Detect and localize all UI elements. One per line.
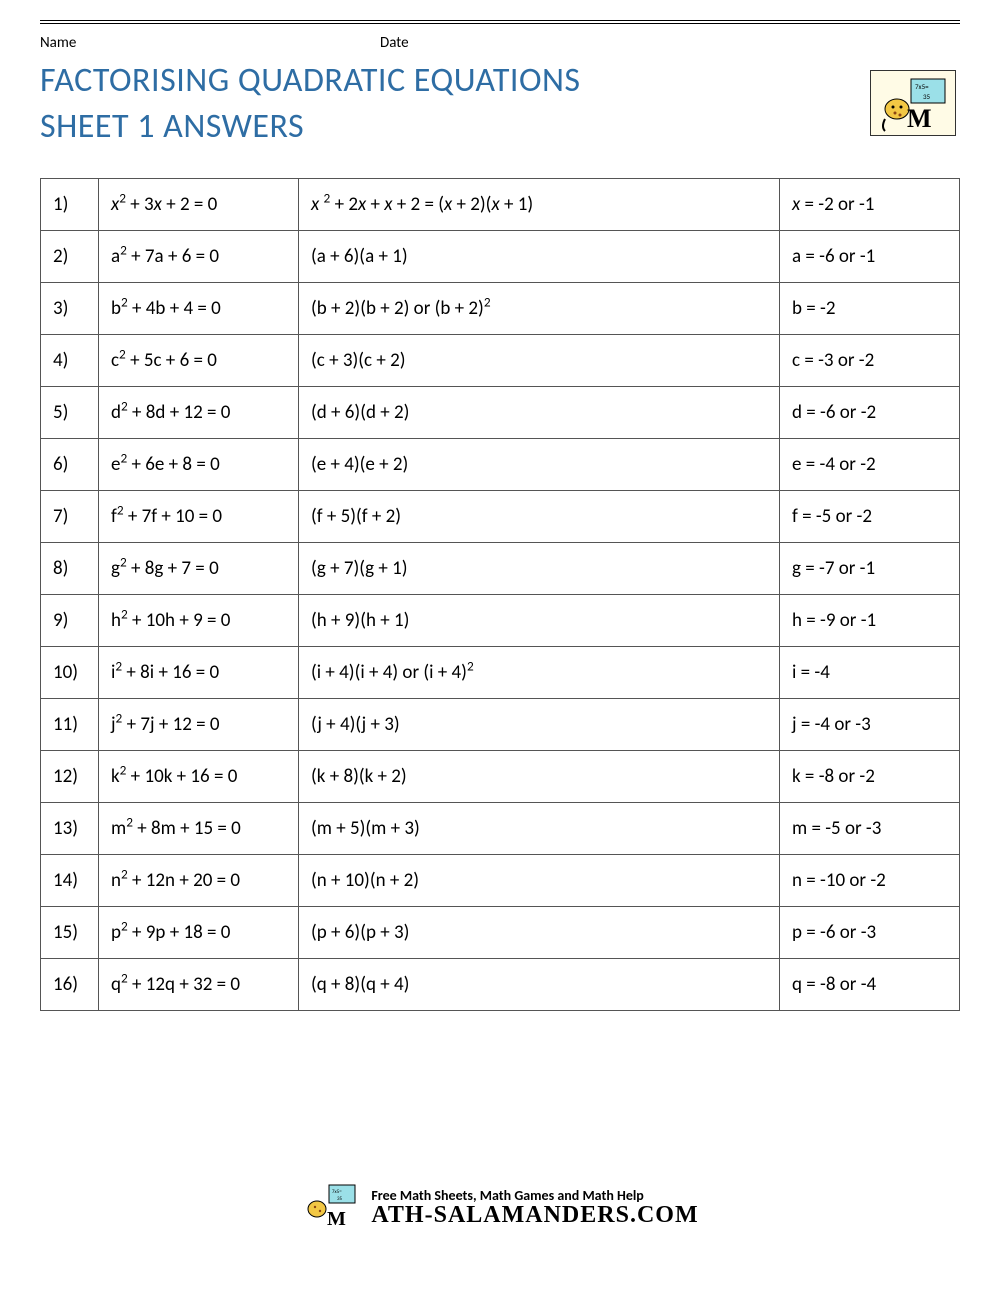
factorisation-cell: x 2 + 2x + x + 2 = (x + 2)(x + 1) (299, 178, 780, 230)
factorisation-cell: (f + 5)(f + 2) (299, 490, 780, 542)
table-row: 13)m2 + 8m + 15 = 0(m + 5)(m + 3)m = -5 … (41, 802, 960, 854)
table-row: 6)e2 + 6e + 8 = 0(e + 4)(e + 2)e = -4 or… (41, 438, 960, 490)
equation-cell: i2 + 8i + 16 = 0 (99, 646, 299, 698)
solution-cell: i = -4 (780, 646, 960, 698)
row-number: 10) (41, 646, 99, 698)
row-number: 12) (41, 750, 99, 802)
row-number: 7) (41, 490, 99, 542)
solution-cell: b = -2 (780, 282, 960, 334)
svg-text:35: 35 (337, 1196, 343, 1202)
table-row: 3)b2 + 4b + 4 = 0(b + 2)(b + 2) or (b + … (41, 282, 960, 334)
answers-table: 1)x2 + 3x + 2 = 0x 2 + 2x + x + 2 = (x +… (40, 178, 960, 1011)
solution-cell: n = -10 or -2 (780, 854, 960, 906)
title-line-1: FACTORISING QUADRATIC EQUATIONS (40, 60, 581, 101)
factorisation-cell: (g + 7)(g + 1) (299, 542, 780, 594)
name-label: Name (40, 34, 380, 52)
equation-cell: x2 + 3x + 2 = 0 (99, 178, 299, 230)
factorisation-cell: (c + 3)(c + 2) (299, 334, 780, 386)
equation-cell: d2 + 8d + 12 = 0 (99, 386, 299, 438)
equation-cell: f2 + 7f + 10 = 0 (99, 490, 299, 542)
factorisation-cell: (n + 10)(n + 2) (299, 854, 780, 906)
header-fields: Name Date (40, 34, 960, 52)
row-number: 4) (41, 334, 99, 386)
solution-cell: x = -2 or -1 (780, 178, 960, 230)
equation-cell: a2 + 7a + 6 = 0 (99, 230, 299, 282)
factorisation-cell: (j + 4)(j + 3) (299, 698, 780, 750)
factorisation-cell: (i + 4)(i + 4) or (i + 4)2 (299, 646, 780, 698)
table-row: 8)g2 + 8g + 7 = 0(g + 7)(g + 1)g = -7 or… (41, 542, 960, 594)
table-row: 7)f2 + 7f + 10 = 0(f + 5)(f + 2)f = -5 o… (41, 490, 960, 542)
footer-logo-icon: 7x5= 35 M (301, 1181, 361, 1236)
table-row: 1)x2 + 3x + 2 = 0x 2 + 2x + x + 2 = (x +… (41, 178, 960, 230)
table-row: 12)k2 + 10k + 16 = 0(k + 8)(k + 2)k = -8… (41, 750, 960, 802)
factorisation-cell: (p + 6)(p + 3) (299, 906, 780, 958)
table-row: 11)j2 + 7j + 12 = 0(j + 4)(j + 3)j = -4 … (41, 698, 960, 750)
row-number: 11) (41, 698, 99, 750)
page-footer: 7x5= 35 M Free Math Sheets, Math Games a… (40, 1181, 960, 1236)
top-rule (40, 20, 960, 24)
svg-text:7x5=: 7x5= (915, 82, 929, 91)
factorisation-cell: (h + 9)(h + 1) (299, 594, 780, 646)
equation-cell: c2 + 5c + 6 = 0 (99, 334, 299, 386)
equation-cell: j2 + 7j + 12 = 0 (99, 698, 299, 750)
equation-cell: m2 + 8m + 15 = 0 (99, 802, 299, 854)
factorisation-cell: (m + 5)(m + 3) (299, 802, 780, 854)
factorisation-cell: (k + 8)(k + 2) (299, 750, 780, 802)
row-number: 15) (41, 906, 99, 958)
factorisation-cell: (e + 4)(e + 2) (299, 438, 780, 490)
equation-cell: n2 + 12n + 20 = 0 (99, 854, 299, 906)
row-number: 3) (41, 282, 99, 334)
solution-cell: m = -5 or -3 (780, 802, 960, 854)
svg-text:7x5=: 7x5= (332, 1189, 342, 1195)
solution-cell: h = -9 or -1 (780, 594, 960, 646)
solution-cell: q = -8 or -4 (780, 958, 960, 1010)
equation-cell: e2 + 6e + 8 = 0 (99, 438, 299, 490)
table-row: 9)h2 + 10h + 9 = 0(h + 9)(h + 1)h = -9 o… (41, 594, 960, 646)
solution-cell: k = -8 or -2 (780, 750, 960, 802)
solution-cell: c = -3 or -2 (780, 334, 960, 386)
solution-cell: d = -6 or -2 (780, 386, 960, 438)
worksheet-page: Name Date 7x5= 35 M FACTORISING QUADRATI… (0, 0, 1000, 1276)
brand-logo-icon: 7x5= 35 M (870, 70, 956, 136)
equation-cell: g2 + 8g + 7 = 0 (99, 542, 299, 594)
equation-cell: h2 + 10h + 9 = 0 (99, 594, 299, 646)
row-number: 13) (41, 802, 99, 854)
factorisation-cell: (b + 2)(b + 2) or (b + 2)2 (299, 282, 780, 334)
table-row: 16)q2 + 12q + 32 = 0(q + 8)(q + 4)q = -8… (41, 958, 960, 1010)
factorisation-cell: (q + 8)(q + 4) (299, 958, 780, 1010)
row-number: 16) (41, 958, 99, 1010)
row-number: 9) (41, 594, 99, 646)
equation-cell: p2 + 9p + 18 = 0 (99, 906, 299, 958)
title-line-2: SHEET 1 ANSWERS (40, 106, 304, 147)
svg-text:35: 35 (923, 92, 931, 101)
row-number: 1) (41, 178, 99, 230)
solution-cell: a = -6 or -1 (780, 230, 960, 282)
row-number: 14) (41, 854, 99, 906)
table-row: 15)p2 + 9p + 18 = 0(p + 6)(p + 3)p = -6 … (41, 906, 960, 958)
equation-cell: q2 + 12q + 32 = 0 (99, 958, 299, 1010)
row-number: 5) (41, 386, 99, 438)
table-row: 4)c2 + 5c + 6 = 0(c + 3)(c + 2)c = -3 or… (41, 334, 960, 386)
svg-text:M: M (327, 1208, 346, 1230)
table-row: 2)a2 + 7a + 6 = 0(a + 6)(a + 1)a = -6 or… (41, 230, 960, 282)
solution-cell: e = -4 or -2 (780, 438, 960, 490)
factorisation-cell: (d + 6)(d + 2) (299, 386, 780, 438)
solution-cell: j = -4 or -3 (780, 698, 960, 750)
table-row: 5)d2 + 8d + 12 = 0(d + 6)(d + 2)d = -6 o… (41, 386, 960, 438)
solution-cell: g = -7 or -1 (780, 542, 960, 594)
row-number: 6) (41, 438, 99, 490)
equation-cell: b2 + 4b + 4 = 0 (99, 282, 299, 334)
worksheet-title: FACTORISING QUADRATIC EQUATIONS SHEET 1 … (40, 58, 960, 150)
row-number: 2) (41, 230, 99, 282)
svg-text:M: M (907, 104, 932, 133)
table-row: 14)n2 + 12n + 20 = 0(n + 10)(n + 2)n = -… (41, 854, 960, 906)
equation-cell: k2 + 10k + 16 = 0 (99, 750, 299, 802)
solution-cell: p = -6 or -3 (780, 906, 960, 958)
table-row: 10)i2 + 8i + 16 = 0(i + 4)(i + 4) or (i … (41, 646, 960, 698)
date-label: Date (380, 34, 960, 52)
factorisation-cell: (a + 6)(a + 1) (299, 230, 780, 282)
footer-brand: ATH-SALAMANDERS.COM (371, 1202, 698, 1229)
solution-cell: f = -5 or -2 (780, 490, 960, 542)
row-number: 8) (41, 542, 99, 594)
